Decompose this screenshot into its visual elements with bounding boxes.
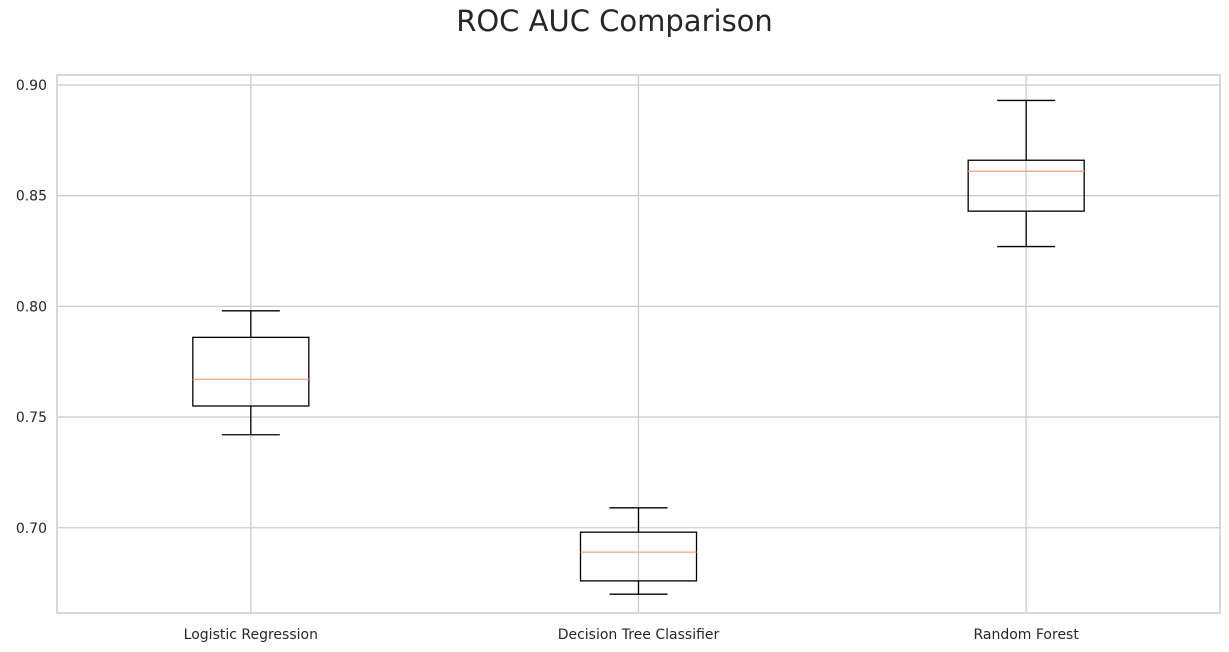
x-tick-label: Random Forest — [973, 627, 1079, 643]
box-0 — [192, 310, 310, 436]
x-tick-label: Logistic Regression — [184, 627, 318, 643]
y-tick-label: 0.75 — [16, 410, 47, 426]
x-tick-label: Decision Tree Classifier — [558, 627, 720, 643]
y-tick-labels: 0.70 0.75 0.80 0.85 0.90 — [16, 78, 47, 537]
y-tick-label: 0.80 — [16, 299, 47, 315]
iqr-box — [579, 531, 698, 582]
plot-frame — [56, 74, 1221, 614]
y-tick-label: 0.90 — [16, 78, 47, 94]
boxes-layer — [192, 99, 1085, 595]
y-tick-label: 0.85 — [16, 189, 47, 205]
iqr-box — [192, 336, 310, 407]
iqr-box — [967, 159, 1085, 212]
x-tick-labels: Logistic Regression Decision Tree Classif… — [184, 627, 1080, 643]
box-2 — [967, 99, 1085, 248]
box-1 — [579, 507, 698, 595]
y-tick-label: 0.70 — [16, 521, 47, 537]
chart-title: ROC AUC Comparison — [456, 4, 773, 38]
